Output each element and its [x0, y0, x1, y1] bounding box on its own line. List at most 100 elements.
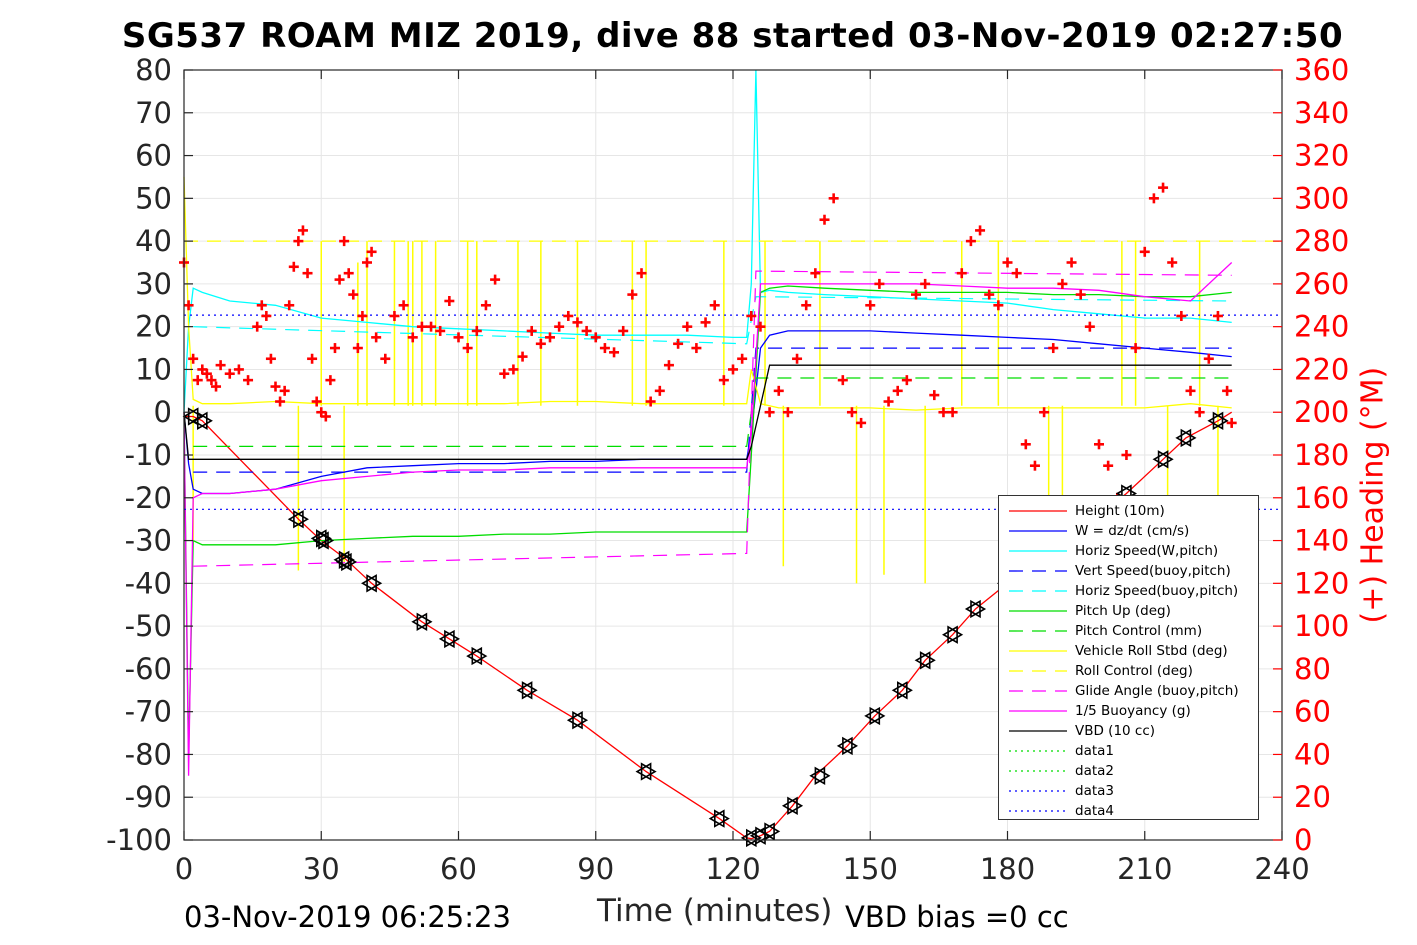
heading-point — [256, 300, 267, 311]
x-axis-label: Time (minutes) — [597, 893, 833, 929]
heading-point — [654, 385, 665, 396]
legend-label: Vehicle Roll Stbd (deg) — [1075, 643, 1228, 659]
x-tick-label: 0 — [175, 852, 193, 886]
legend-swatch — [1009, 710, 1067, 712]
y-tick-label: 50 — [135, 181, 172, 215]
heading-point — [728, 364, 738, 375]
legend-swatch — [1009, 690, 1067, 692]
y2-tick-label: 160 — [1294, 481, 1349, 515]
y2-tick-label: 320 — [1294, 139, 1349, 173]
heading-point — [320, 411, 331, 422]
height-marker-tri-b — [635, 762, 652, 781]
y-tick-label: 10 — [135, 352, 172, 386]
heading-point — [554, 321, 565, 332]
height-marker-tri-b — [438, 629, 455, 649]
heading-point — [348, 289, 359, 300]
height-marker-tri-b — [708, 809, 725, 828]
legend-swatch — [1009, 550, 1067, 552]
height-marker-tri-a — [970, 599, 987, 619]
heading-point — [627, 289, 638, 300]
heading-point — [252, 321, 263, 332]
heading-point — [792, 353, 803, 364]
legend-label: 1/5 Buoyancy (g) — [1075, 703, 1191, 719]
legend-label: Vert Speed(buoy,pitch) — [1075, 563, 1231, 579]
heading-point — [856, 417, 867, 428]
y-tick-label: -10 — [125, 438, 172, 472]
heading-point — [293, 236, 304, 247]
heading-point — [846, 407, 857, 418]
height-marker-tri-b — [914, 651, 931, 670]
heading-point — [499, 368, 510, 379]
y2-tick-label: 60 — [1294, 695, 1331, 729]
legend-label: data1 — [1075, 743, 1114, 759]
heading-point — [398, 300, 409, 311]
height-marker-tri-b — [1207, 411, 1224, 430]
y-tick-label: -30 — [125, 524, 172, 558]
footer-timestamp: 03-Nov-2019 06:25:23 — [184, 900, 511, 934]
heading-point — [508, 364, 519, 375]
legend-item: Vehicle Roll Stbd (deg) — [999, 641, 1258, 661]
y-tick-label: -40 — [125, 566, 172, 600]
heading-point — [764, 407, 775, 418]
heading-point — [956, 268, 967, 279]
height-marker — [836, 736, 858, 756]
height-marker — [758, 822, 781, 841]
height-marker-tri-b — [781, 796, 798, 815]
legend-item: data4 — [999, 801, 1258, 821]
height-marker-tri-a — [713, 809, 730, 828]
y-tick-label: -50 — [125, 609, 172, 643]
heading-point — [357, 310, 368, 321]
height-marker-tri-a — [341, 552, 358, 572]
height-marker-tri-b — [1152, 450, 1169, 469]
heading-point — [389, 310, 400, 321]
height-marker-tri-b — [1175, 428, 1192, 448]
heading-point — [874, 278, 885, 289]
height-marker — [361, 574, 383, 593]
axis-tick-labels: 0 30 60 90 120 150 180 210 240-100-90-80-70-60-5… — [106, 53, 1349, 886]
heading-point — [416, 321, 427, 332]
height-marker-tri-b — [809, 766, 826, 785]
series-line — [193, 347, 1232, 473]
height-marker-tri-b — [758, 822, 775, 841]
heading-point — [1194, 407, 1205, 418]
y2-tick-label: 80 — [1294, 652, 1331, 686]
heading-point — [911, 289, 921, 300]
height-marker — [708, 809, 730, 828]
legend-item: Horiz Speed(W,pitch) — [999, 541, 1258, 561]
heading-point — [302, 268, 313, 279]
axis-ticks — [183, 69, 1283, 841]
height-marker-tri-b — [191, 411, 208, 430]
height-marker-tri-a — [814, 766, 831, 785]
height-marker-tri-a — [366, 574, 383, 593]
heading-point — [773, 385, 784, 396]
height-marker — [466, 646, 488, 666]
heading-point — [329, 343, 340, 354]
height-marker-tri-b — [312, 531, 329, 550]
y-tick-label: 40 — [135, 224, 172, 258]
heading-point — [709, 300, 720, 311]
heading-point — [270, 381, 281, 392]
heading-point — [1066, 257, 1077, 268]
series-line — [183, 364, 1232, 460]
heading-point — [480, 300, 491, 311]
heading-point — [1222, 385, 1233, 396]
heading-point — [215, 360, 226, 371]
legend-item: data1 — [999, 741, 1258, 761]
height-marker — [312, 531, 335, 550]
height-marker — [781, 796, 804, 815]
height-marker — [438, 629, 461, 649]
legend-label: W = dz/dt (cm/s) — [1075, 523, 1190, 539]
heading-point — [362, 257, 372, 268]
heading-point — [1167, 257, 1178, 268]
heading-point — [380, 353, 391, 364]
height-marker-tri-a — [318, 531, 335, 550]
heading-point — [1002, 257, 1013, 268]
y-tick-label: 30 — [135, 267, 172, 301]
heading-point — [1130, 343, 1141, 354]
heading-point — [352, 343, 363, 354]
heading-point — [1039, 407, 1050, 418]
legend-swatch — [1009, 810, 1067, 812]
height-marker-tri-b — [361, 574, 377, 593]
heading-point — [279, 385, 290, 396]
heading-point — [700, 317, 711, 328]
